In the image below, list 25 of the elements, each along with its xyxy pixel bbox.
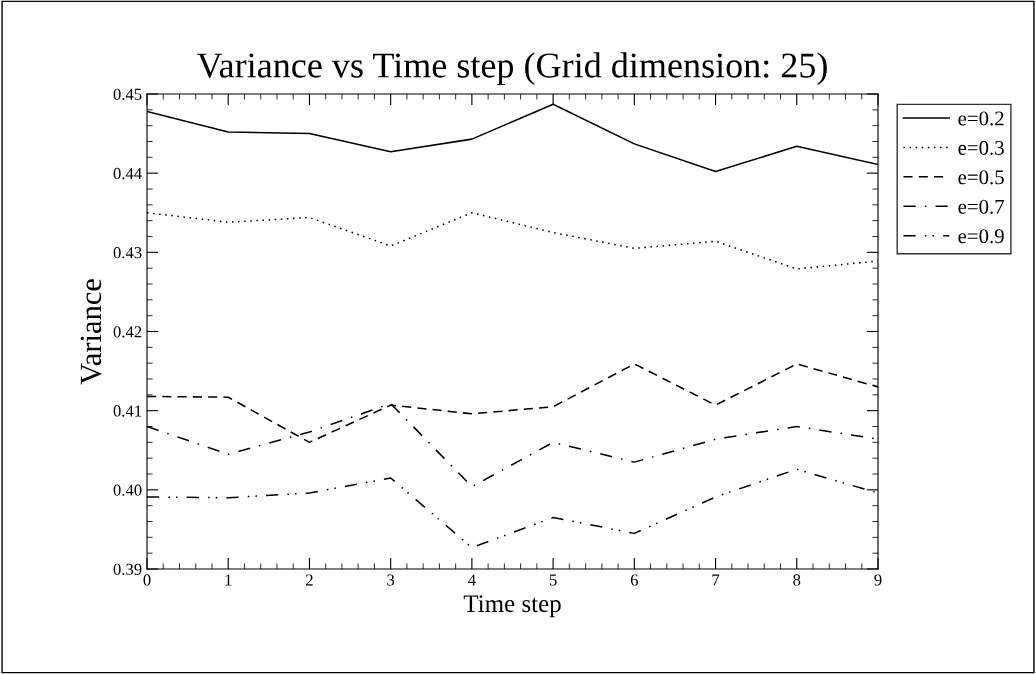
legend-label: e=0.7 — [958, 199, 1005, 214]
y-tick-label: 0.39 — [113, 563, 142, 576]
x-tick-label: 9 — [874, 574, 882, 586]
x-tick-label: 4 — [468, 574, 476, 586]
x-tick-label: 3 — [387, 574, 395, 586]
x-tick-label: 5 — [549, 574, 557, 586]
legend-label: e=0.5 — [958, 170, 1004, 185]
legend-label: e=0.9 — [958, 229, 1004, 244]
x-tick-label: 6 — [630, 574, 638, 586]
legend-label: e=0.3 — [958, 140, 1004, 155]
x-tick-label: 7 — [712, 574, 720, 586]
y-tick-label: 0.41 — [113, 405, 142, 417]
y-tick-label: 0.45 — [113, 88, 142, 101]
y-tick-label: 0.42 — [113, 326, 142, 338]
x-axis-title: Time step — [463, 595, 561, 618]
legend-label: e=0.2 — [958, 111, 1004, 126]
y-tick-label: 0.44 — [113, 167, 142, 180]
y-axis-title: Variance — [80, 279, 102, 385]
x-tick-label: 0 — [143, 574, 151, 586]
chart-title: Variance vs Time step (Grid dimension: 25) — [196, 52, 827, 86]
x-tick-label: 1 — [225, 574, 232, 586]
y-tick-label: 0.40 — [113, 484, 142, 496]
y-tick-label: 0.43 — [113, 247, 142, 259]
x-tick-label: 2 — [306, 574, 313, 586]
x-tick-label: 8 — [793, 574, 801, 586]
